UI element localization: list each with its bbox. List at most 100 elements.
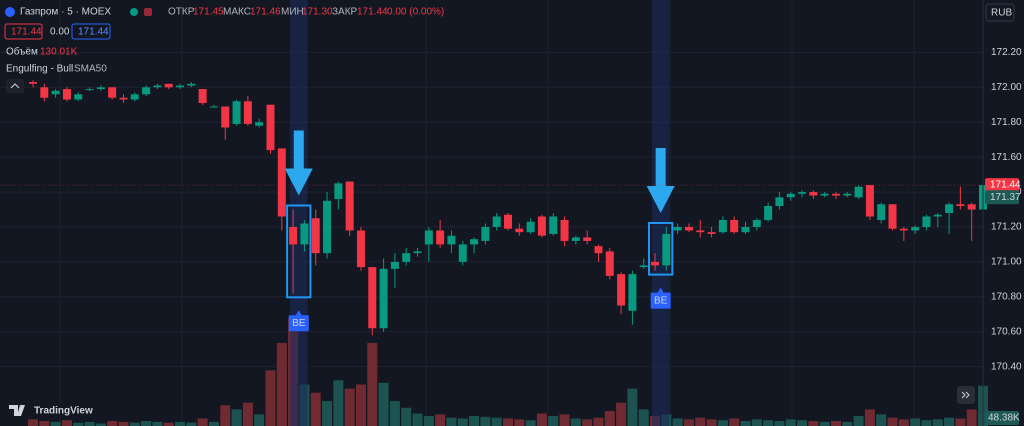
sell-button[interactable] bbox=[4, 23, 43, 40]
candle-body bbox=[831, 193, 840, 196]
candle-body bbox=[617, 274, 626, 306]
candle-body bbox=[628, 274, 637, 311]
candle-body bbox=[51, 90, 60, 95]
candle-body bbox=[594, 246, 603, 254]
candle-body bbox=[651, 261, 660, 266]
volume-bar bbox=[265, 370, 276, 426]
candle-body bbox=[40, 87, 49, 98]
signal-arrow bbox=[646, 147, 675, 213]
volume-bar bbox=[944, 417, 955, 426]
candle-body bbox=[798, 192, 807, 194]
volume-bar bbox=[955, 418, 966, 426]
collapse-button[interactable] bbox=[6, 79, 24, 93]
volume-bar bbox=[695, 417, 706, 426]
last-price-label: 171.44 bbox=[990, 180, 1021, 191]
volume-bar bbox=[61, 420, 72, 426]
volume-bar bbox=[84, 421, 95, 426]
volume-bar bbox=[412, 413, 423, 426]
volume-bar bbox=[389, 401, 400, 426]
volume-bar bbox=[378, 382, 389, 426]
candle-body bbox=[854, 186, 863, 198]
volume-bar bbox=[887, 417, 898, 426]
buy-button[interactable] bbox=[71, 23, 111, 40]
open-value: 171.45 bbox=[193, 7, 224, 18]
volume-bar bbox=[570, 418, 581, 426]
volume-bar bbox=[627, 388, 638, 426]
candle-body bbox=[888, 204, 897, 229]
volume-bar bbox=[525, 420, 536, 426]
volume-bar bbox=[197, 418, 208, 426]
candle-body bbox=[176, 85, 185, 88]
volume-bar bbox=[480, 416, 491, 426]
candle-body bbox=[300, 223, 309, 245]
candle-body bbox=[198, 89, 207, 104]
volume-bar bbox=[842, 421, 853, 426]
signal-arrow bbox=[284, 130, 313, 196]
candle-body bbox=[945, 204, 954, 213]
candle-body bbox=[537, 216, 546, 236]
candle-body bbox=[334, 183, 343, 200]
scroll-button[interactable] bbox=[957, 386, 975, 404]
candle-body bbox=[277, 148, 286, 217]
candle-body bbox=[820, 193, 829, 196]
candle-body bbox=[877, 204, 886, 220]
volume-bar bbox=[910, 418, 921, 426]
scroll-icon bbox=[961, 391, 970, 399]
volume-bar bbox=[107, 421, 118, 426]
candle-body bbox=[266, 104, 275, 151]
candle-body bbox=[865, 185, 874, 217]
volume-bar bbox=[401, 407, 412, 426]
volume-bar bbox=[163, 422, 174, 426]
open-label: ОТКР bbox=[168, 7, 195, 18]
volume-bar bbox=[582, 419, 593, 426]
sma-marker bbox=[985, 190, 1019, 205]
low-value: 171.30 bbox=[302, 7, 333, 18]
candle-body bbox=[74, 94, 83, 100]
candle-body bbox=[243, 101, 252, 124]
volume-bar bbox=[774, 421, 785, 426]
volume-bar bbox=[118, 421, 129, 426]
volume-bar bbox=[604, 411, 615, 426]
candle-body bbox=[899, 228, 908, 231]
candle-body bbox=[933, 214, 942, 217]
signals: BE BE bbox=[284, 0, 675, 426]
candle-body bbox=[707, 232, 716, 234]
sma-label: 171.37 bbox=[990, 192, 1021, 203]
candle-body bbox=[639, 265, 648, 268]
sma-name: SMA50 bbox=[74, 64, 107, 75]
candle-body bbox=[108, 87, 117, 98]
candle-body bbox=[571, 237, 580, 241]
volume-bar bbox=[717, 420, 728, 426]
volume-bar bbox=[751, 419, 762, 426]
candle-body bbox=[956, 204, 965, 207]
candle-body bbox=[356, 230, 365, 268]
volume-bar bbox=[830, 421, 841, 426]
volume-bar bbox=[491, 417, 502, 426]
signal-label: BE bbox=[292, 318, 306, 329]
volume-marker bbox=[985, 411, 1019, 425]
symbol[interactable]: Газпром · 5 · MOEX bbox=[20, 7, 111, 18]
volume-value: 130.01K bbox=[40, 47, 78, 58]
volume-bar bbox=[876, 414, 887, 426]
last-price-marker bbox=[985, 178, 1019, 193]
volume-bar bbox=[333, 380, 344, 426]
y-tick-label: 171.60 bbox=[991, 152, 1022, 163]
currency-button[interactable] bbox=[985, 3, 1015, 22]
candle-body bbox=[130, 94, 139, 100]
candle-body bbox=[492, 216, 501, 227]
signal-tag bbox=[650, 287, 671, 309]
volume-bar bbox=[446, 417, 457, 426]
y-tick-label: 170.60 bbox=[991, 326, 1022, 337]
candle-body bbox=[786, 193, 795, 198]
candle-body bbox=[221, 106, 230, 128]
volume-bar bbox=[740, 421, 751, 426]
volume-bar bbox=[932, 419, 943, 426]
candle-body bbox=[752, 219, 761, 227]
candle-body bbox=[85, 89, 94, 91]
high-value: 171.46 bbox=[250, 7, 281, 18]
volume-bar bbox=[966, 409, 977, 426]
candle-body bbox=[583, 237, 592, 241]
high-label: МАКС bbox=[223, 7, 251, 18]
